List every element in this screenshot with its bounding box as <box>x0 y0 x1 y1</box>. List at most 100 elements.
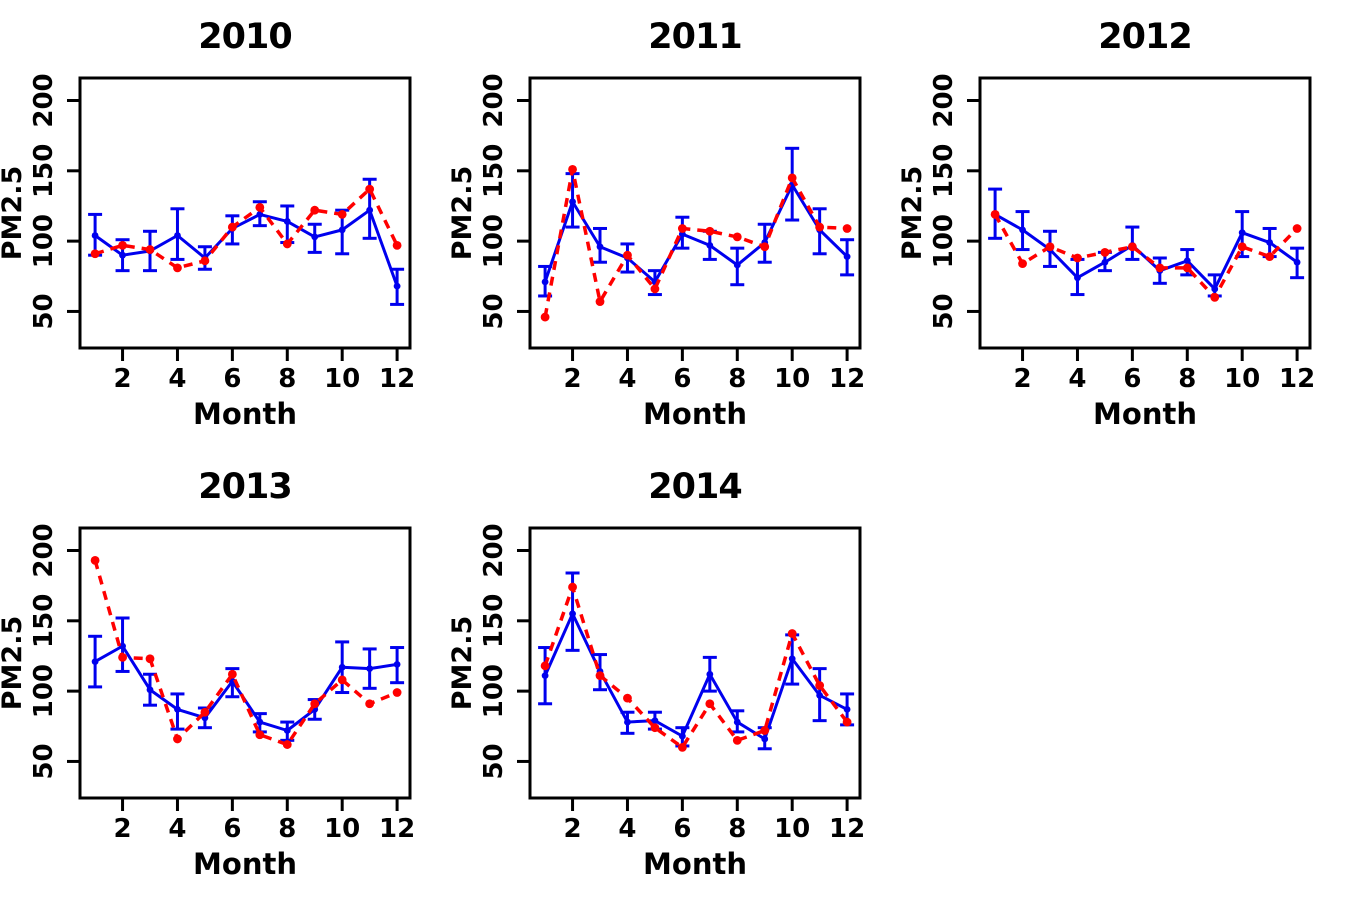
plot-box <box>78 526 412 800</box>
data-point-red-dashed <box>145 245 155 254</box>
x-axis-label: Month <box>643 847 747 881</box>
y-tick-label: 50 <box>929 293 959 329</box>
data-point-blue-solid <box>541 672 549 680</box>
chart-title-2010: 2010 <box>198 17 292 57</box>
y-tick-label: 150 <box>929 144 959 198</box>
x-tick-label: 10 <box>1224 364 1260 394</box>
data-point-red-dashed <box>337 675 347 685</box>
data-point-red-dashed <box>595 671 605 681</box>
data-point-red-dashed <box>623 250 632 260</box>
chart-panel-2011: 2011 2 4 6 8 10 12 50 100 150 200 Month PM2.5 <box>450 0 900 450</box>
x-axis-label: Month <box>643 397 747 431</box>
chart-panel-2014: 2014 2 4 6 8 10 12 50 100 150 200 Month PM2.5 <box>450 450 900 900</box>
data-point-red-dashed <box>540 312 550 322</box>
data-point-blue-solid <box>338 663 346 671</box>
data-point-blue-solid <box>393 661 401 668</box>
data-point-blue-solid <box>733 261 741 269</box>
y-tick-label: 200 <box>479 73 509 127</box>
y-tick-label: 200 <box>479 523 509 577</box>
chart-panel-2010: 2010 2 4 6 8 10 12 50 100 150 200 Month PM2.5 <box>0 0 450 450</box>
data-point-red-dashed <box>1210 292 1220 302</box>
data-point-red-dashed <box>677 224 687 233</box>
data-point-red-dashed <box>282 740 292 749</box>
x-tick-label: 8 <box>728 364 746 394</box>
data-point-red-dashed <box>145 654 155 664</box>
y-tick-label: 200 <box>29 523 59 577</box>
y-tick-label: 100 <box>29 664 59 718</box>
series-line-blue-solid <box>543 183 849 284</box>
plot-box <box>528 76 862 350</box>
data-point-red-dashed <box>677 742 687 752</box>
plot-box <box>978 76 1312 350</box>
series-line-red-dashed <box>543 585 849 750</box>
data-point-blue-solid <box>1101 258 1109 266</box>
data-point-blue-solid <box>1211 285 1219 293</box>
x-axis-label: Month <box>1093 397 1197 431</box>
data-point-blue-solid <box>733 718 741 726</box>
x-tick-label: 2 <box>564 814 582 844</box>
x-tick-label: 6 <box>223 364 241 394</box>
data-point-red-dashed <box>365 184 375 194</box>
y-tick-label: 200 <box>929 73 959 127</box>
data-point-blue-solid <box>91 658 99 665</box>
x-tick-label: 2 <box>114 814 132 844</box>
data-point-red-dashed <box>173 734 182 744</box>
data-point-red-dashed <box>118 240 127 250</box>
data-point-red-dashed <box>787 629 797 638</box>
chart-plot-2011: 2 4 6 8 10 12 50 100 150 200 Month PM2.5 <box>450 73 865 431</box>
data-point-red-dashed <box>200 256 210 266</box>
data-point-red-dashed <box>705 226 715 236</box>
x-tick-label: 6 <box>223 814 241 844</box>
chart-plot-2010: 2 4 6 8 10 12 50 100 150 200 Month PM2.5 <box>0 73 415 431</box>
x-tick-label: 4 <box>168 364 186 394</box>
y-tick-label: 150 <box>29 144 59 198</box>
x-tick-label: 10 <box>774 814 810 844</box>
data-point-red-dashed <box>227 222 237 232</box>
y-axis-label: PM2.5 <box>450 166 478 261</box>
x-tick-label: 12 <box>1279 364 1315 394</box>
data-point-red-dashed <box>650 723 660 733</box>
y-tick-label: 150 <box>29 594 59 648</box>
data-point-blue-solid <box>338 226 346 234</box>
data-point-red-dashed <box>200 707 210 717</box>
data-point-red-dashed <box>595 297 605 306</box>
data-point-red-dashed <box>173 263 182 273</box>
chart-title-2013: 2013 <box>198 467 292 507</box>
x-tick-label: 8 <box>728 814 746 844</box>
data-point-red-dashed <box>1045 242 1055 252</box>
chart-plot-2013: 2 4 6 8 10 12 50 100 150 200 Month PM2.5 <box>0 523 415 881</box>
empty-cell <box>900 450 1350 900</box>
data-point-red-dashed <box>1018 259 1027 269</box>
data-point-red-dashed <box>623 693 632 703</box>
x-axis-label: Month <box>193 847 297 881</box>
data-point-blue-solid <box>256 211 264 218</box>
data-point-blue-solid <box>1266 239 1274 246</box>
x-tick-label: 6 <box>673 814 691 844</box>
data-point-blue-solid <box>761 735 769 743</box>
data-point-red-dashed <box>650 284 660 294</box>
y-tick-label: 50 <box>479 743 509 779</box>
y-axis-label: PM2.5 <box>0 616 28 711</box>
data-point-blue-solid <box>596 243 604 251</box>
y-tick-label: 50 <box>29 293 59 329</box>
x-tick-label: 12 <box>829 814 865 844</box>
x-tick-label: 6 <box>673 364 691 394</box>
data-point-red-dashed <box>90 555 100 565</box>
x-tick-label: 8 <box>278 814 296 844</box>
data-point-red-dashed <box>1073 253 1082 263</box>
series-line-red-dashed <box>94 187 399 270</box>
data-point-blue-solid <box>624 718 631 726</box>
data-point-red-dashed <box>705 699 715 709</box>
data-point-red-dashed <box>842 717 852 727</box>
x-tick-label: 10 <box>324 814 360 844</box>
y-axis-label: PM2.5 <box>900 166 928 261</box>
data-point-red-dashed <box>760 726 770 735</box>
data-point-blue-solid <box>541 278 549 286</box>
data-point-red-dashed <box>310 699 320 709</box>
data-point-red-dashed <box>365 699 375 709</box>
data-point-red-dashed <box>255 730 265 740</box>
data-point-blue-solid <box>174 706 181 713</box>
data-point-red-dashed <box>1127 242 1137 252</box>
series-line-blue-solid <box>94 208 399 287</box>
data-point-blue-solid <box>1183 257 1191 265</box>
